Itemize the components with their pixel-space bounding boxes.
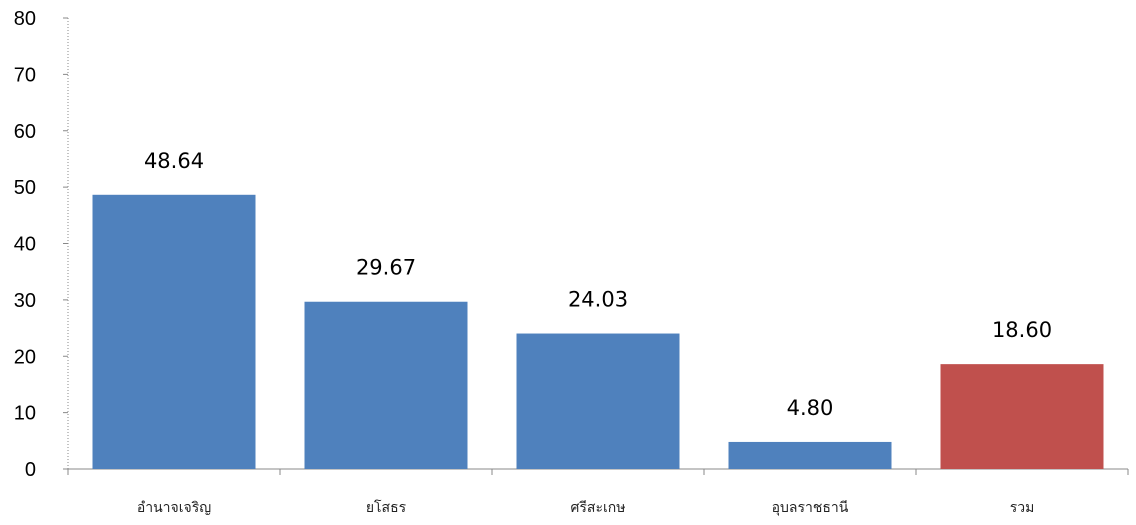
- x-tick-label-2: ศรีสะเกษ: [571, 500, 626, 516]
- data-label-3: 4.80: [787, 396, 834, 420]
- x-tick-label-3: อุบลราชธานี: [772, 500, 849, 516]
- y-tick-label: 30: [14, 290, 36, 312]
- data-label-0: 48.64: [144, 149, 204, 173]
- x-tick-label-0: อำนาจเจริญ: [137, 500, 211, 516]
- y-tick-label: 80: [14, 8, 36, 30]
- x-tick-label-1: ยโสธร: [366, 499, 407, 516]
- y-tick-label: 70: [14, 64, 36, 86]
- bar-1: [304, 301, 468, 469]
- data-label-2: 24.03: [568, 288, 628, 312]
- bar-3: [728, 441, 892, 469]
- y-tick-label: 50: [14, 177, 36, 199]
- y-tick-label: 60: [14, 121, 36, 143]
- data-labels: 48.64 29.67 24.03 4.80 18.60: [144, 149, 1052, 420]
- bar-0: [92, 194, 256, 470]
- data-label-4: 18.60: [992, 318, 1052, 342]
- bar-4: [940, 364, 1104, 469]
- bars: [92, 194, 1104, 470]
- y-tick-label: 20: [14, 346, 36, 368]
- y-tick-label: 40: [14, 234, 36, 256]
- data-label-1: 29.67: [356, 256, 416, 280]
- y-tick-label: 10: [14, 403, 36, 425]
- x-tick-label-4: รวม: [1010, 500, 1035, 516]
- bar-2: [516, 333, 680, 469]
- y-tick-label: 0: [25, 459, 36, 481]
